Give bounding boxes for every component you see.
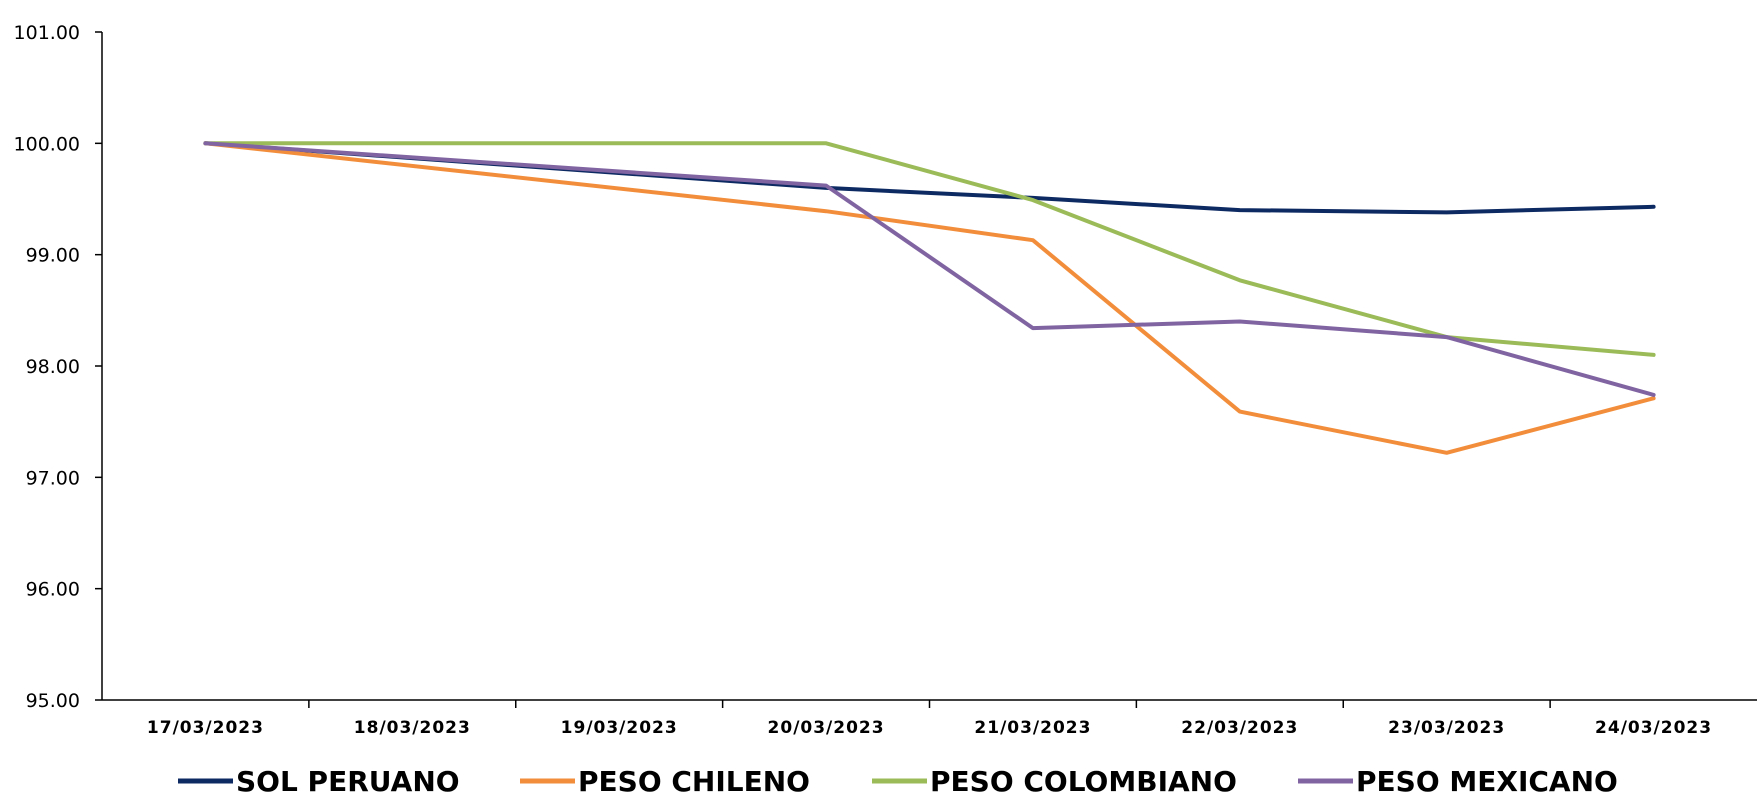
legend: SOL PERUANO PESO CHILENO PESO COLOMBIANO PE… (178, 765, 1618, 797)
x-tick-label: 18/03/2023 (354, 718, 471, 738)
legend-label-sol-peruano: SOL PERUANO (236, 765, 460, 797)
y-tick-label: 98.00 (26, 356, 80, 378)
x-tick-label: 23/03/2023 (1388, 718, 1505, 738)
series-line-peso-colombiano (203, 141, 1656, 357)
x-tick-label: 17/03/2023 (147, 718, 264, 738)
x-tick-label: 22/03/2023 (1181, 718, 1298, 738)
y-tick-label: 99.00 (26, 245, 80, 267)
legend-label-peso-colombiano: PESO COLOMBIANO (930, 765, 1237, 797)
series-line-peso-chileno (203, 141, 1656, 455)
y-axis-ticks: 95.00 96.00 97.00 98.00 99.00 100.00 101.00 (14, 22, 102, 712)
y-tick-label: 97.00 (26, 467, 80, 489)
x-tick-label: 21/03/2023 (974, 718, 1091, 738)
x-tick-label: 20/03/2023 (768, 718, 885, 738)
series-line-peso-mexicano (203, 141, 1656, 397)
x-tick-label: 19/03/2023 (561, 718, 678, 738)
y-tick-label: 95.00 (26, 690, 80, 712)
y-tick-label: 96.00 (26, 579, 80, 601)
x-tick-label: 24/03/2023 (1595, 718, 1712, 738)
legend-label-peso-mexicano: PESO MEXICANO (1356, 765, 1618, 797)
legend-label-peso-chileno: PESO CHILENO (578, 765, 810, 797)
y-tick-label: 101.00 (14, 22, 80, 44)
x-axis-ticks: 17/03/2023 18/03/2023 19/03/2023 20/03/2023… (147, 700, 1712, 738)
y-tick-label: 100.00 (14, 133, 80, 155)
series-line-sol-peruano (203, 141, 1656, 215)
series-lines (203, 141, 1656, 455)
